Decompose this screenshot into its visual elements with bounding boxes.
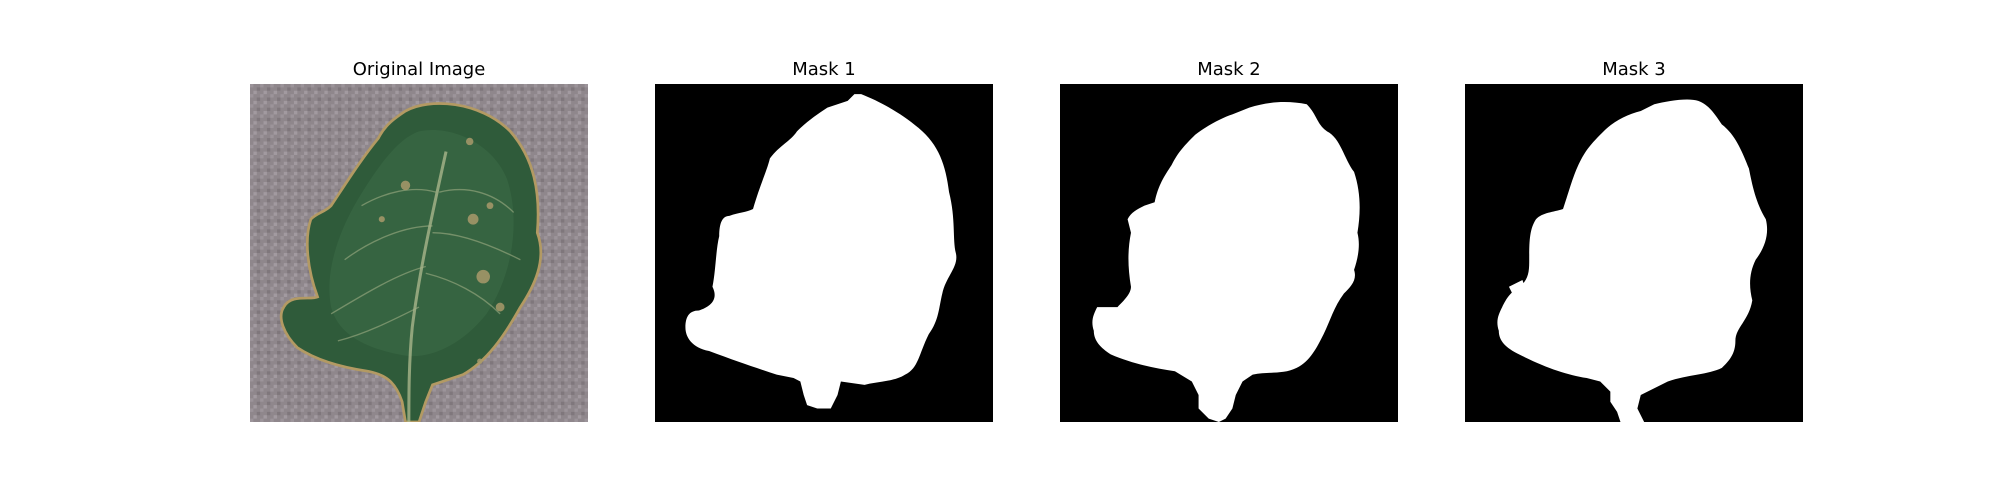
panel-mask-1: Mask 1: [655, 58, 993, 422]
leaf-inner-shade: [329, 130, 514, 357]
mask-2-image: [1060, 84, 1398, 422]
panel-title: Mask 2: [1197, 59, 1261, 80]
panel-title: Mask 1: [792, 59, 856, 80]
mask-1-image: [655, 84, 993, 422]
original-leaf-image: [250, 84, 588, 422]
leaf-midrib: [407, 151, 448, 422]
panel-title: Mask 3: [1602, 59, 1666, 80]
panel-mask-3: Mask 3: [1465, 58, 1803, 422]
mask-3-image: [1465, 84, 1803, 422]
mask-region: [685, 94, 957, 409]
panel-mask-2: Mask 2: [1060, 58, 1398, 422]
mask-fragment: [1508, 280, 1526, 294]
panel-title: Original Image: [352, 59, 486, 80]
leaf-veins: [330, 188, 521, 342]
panel-original-image: Original Image: [250, 58, 588, 422]
leaf-spots: [378, 137, 505, 364]
mask-region: [1497, 99, 1768, 422]
mask-region: [1092, 102, 1360, 422]
